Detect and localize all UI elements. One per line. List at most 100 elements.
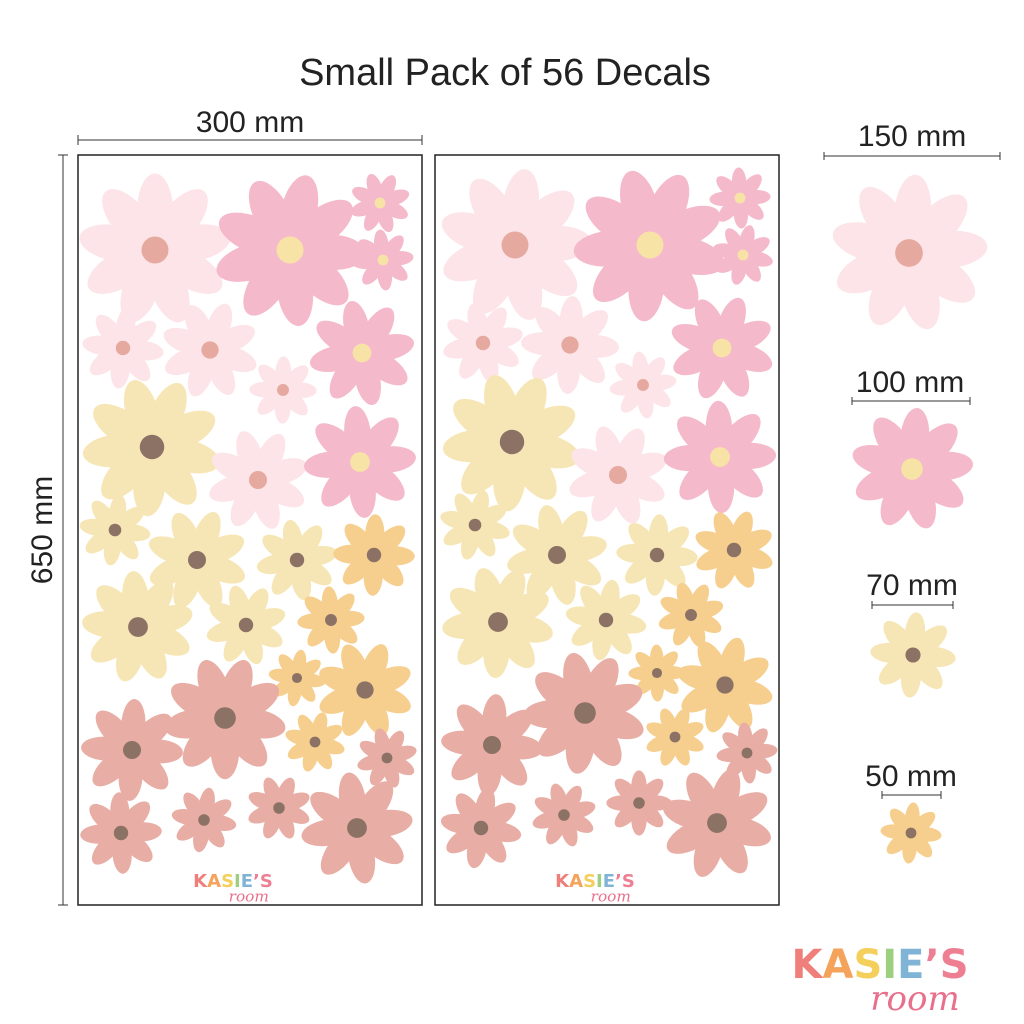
petal: [883, 620, 915, 656]
petal: [738, 722, 753, 753]
flower: [709, 167, 771, 229]
petal: [619, 170, 660, 244]
flower: [646, 708, 704, 766]
flower: [532, 783, 596, 847]
flower: [606, 770, 672, 836]
flower: [677, 637, 773, 733]
flower-center: [734, 192, 746, 204]
flower-center: [238, 617, 254, 633]
width-dimension: [77, 135, 423, 145]
petal: [614, 428, 645, 475]
flower-center: [905, 827, 917, 839]
flower: [441, 169, 592, 321]
petal: [296, 557, 332, 586]
petal: [369, 758, 390, 786]
flower: [268, 649, 326, 707]
petal: [722, 732, 748, 755]
brand-letter: K: [791, 942, 824, 988]
petal: [120, 831, 153, 863]
flower: [304, 406, 416, 518]
petal: [449, 587, 499, 626]
petal: [356, 825, 404, 865]
petal: [447, 319, 484, 346]
petal: [115, 307, 136, 348]
petal: [357, 754, 387, 771]
petal: [321, 461, 362, 507]
width-label: 300 mm: [196, 106, 304, 139]
petal: [591, 475, 622, 522]
flower: [256, 519, 338, 601]
height-dimension: [58, 154, 68, 906]
flower: [352, 229, 414, 291]
petal: [361, 446, 416, 473]
petal: [102, 189, 158, 252]
flower: [521, 296, 619, 394]
flower-center: [651, 667, 663, 679]
petal: [506, 377, 547, 442]
petal: [133, 627, 167, 679]
petal: [329, 352, 365, 399]
petal: [618, 471, 665, 502]
brand-letter: ’: [615, 871, 622, 892]
petal: [294, 525, 323, 561]
flower: [663, 400, 777, 514]
petal: [569, 310, 608, 347]
petal: [230, 480, 262, 527]
title: Small Pack of 56 Decals: [299, 52, 711, 94]
flower-center: [710, 447, 730, 467]
flower-center: [716, 676, 734, 694]
flower: [79, 494, 151, 566]
petal: [677, 665, 725, 692]
flower-center: [636, 231, 664, 259]
flower-center: [188, 551, 206, 569]
petal: [152, 410, 216, 453]
flower-center: [609, 466, 627, 484]
petal: [211, 452, 258, 484]
petal: [738, 225, 755, 255]
brand-tagline: room: [591, 887, 631, 905]
flower-center: [598, 612, 614, 628]
flower-center: [377, 254, 389, 266]
flower-center: [483, 736, 501, 754]
petal: [372, 554, 404, 587]
flower-center: [473, 820, 489, 836]
petal: [868, 253, 916, 326]
petal: [656, 672, 679, 694]
petal: [571, 448, 618, 479]
petal: [254, 433, 286, 480]
flower-center: [574, 702, 596, 724]
petal: [715, 550, 739, 589]
flower: [870, 612, 956, 698]
flower: [164, 660, 286, 780]
petal: [361, 350, 408, 386]
size-label: 70 mm: [866, 569, 958, 602]
flower: [832, 174, 988, 330]
petal: [387, 755, 415, 776]
flower: [609, 351, 677, 419]
petal: [615, 362, 644, 387]
petal: [474, 787, 496, 828]
size-label: 100 mm: [856, 366, 964, 399]
petal: [330, 618, 358, 644]
brand-letter: S: [260, 871, 273, 892]
petal: [556, 552, 602, 586]
petal: [739, 197, 764, 220]
petal: [469, 178, 520, 246]
petal: [197, 554, 246, 584]
brand-letter: E: [603, 871, 615, 892]
petal: [472, 525, 496, 557]
petal: [716, 176, 741, 199]
flower-center: [352, 343, 372, 363]
height-label: 650 mm: [26, 476, 59, 584]
flower-center: [347, 818, 367, 838]
petal: [171, 682, 225, 722]
petal: [672, 615, 694, 646]
petal: [731, 167, 747, 198]
flower: [248, 777, 310, 839]
flower: [319, 644, 411, 736]
petal: [362, 259, 385, 285]
flower-center: [325, 614, 337, 626]
petal: [262, 534, 298, 563]
petal: [535, 672, 586, 716]
petal: [243, 588, 269, 625]
